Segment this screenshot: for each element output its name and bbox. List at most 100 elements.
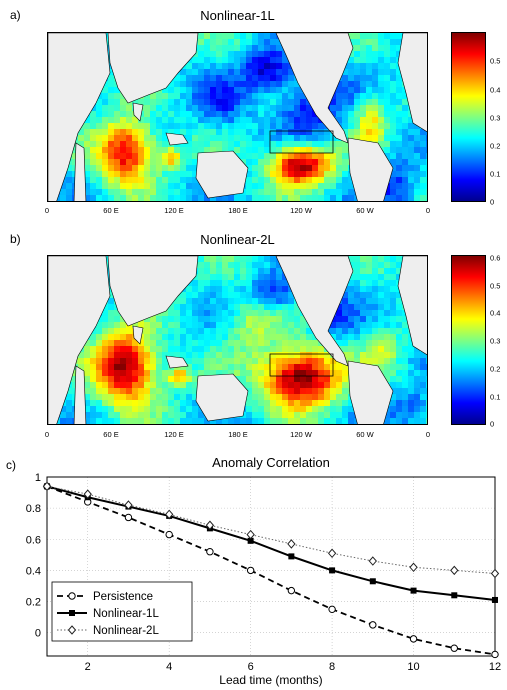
x-tick-label: 12 bbox=[489, 661, 501, 673]
data-point bbox=[247, 537, 254, 544]
data-point bbox=[124, 513, 133, 522]
x-tick-label: 10 bbox=[407, 661, 419, 673]
lon-tick: 120 E bbox=[164, 430, 184, 439]
panel-a-map bbox=[47, 32, 428, 202]
legend-item: Nonlinear-2L bbox=[57, 625, 159, 637]
data-point bbox=[369, 578, 376, 585]
data-point bbox=[83, 489, 92, 499]
plot-frame bbox=[46, 476, 496, 657]
series-nonlinear-2l bbox=[42, 481, 500, 579]
colorbar-tick: 0 bbox=[490, 197, 495, 207]
lon-tick: 120 W bbox=[290, 430, 312, 439]
data-point bbox=[165, 530, 173, 539]
series-line bbox=[46, 485, 496, 601]
lon-tick: 180 E bbox=[228, 206, 248, 215]
data-point bbox=[67, 625, 77, 635]
land-mask bbox=[48, 33, 427, 201]
lon-tick: 0 bbox=[44, 206, 50, 215]
data-point bbox=[42, 481, 52, 492]
lon-tick: 180 E bbox=[228, 430, 248, 439]
colorbar-tick: 0.5 bbox=[490, 56, 501, 66]
colorbar-tick: 0.1 bbox=[490, 169, 501, 179]
x-tick-label: 4 bbox=[166, 661, 172, 673]
colorbar-tick: 0.3 bbox=[490, 336, 501, 346]
nino-region-box bbox=[269, 353, 334, 377]
axis-ticks: 00.20.40.60.812 4 6 8 10 12 bbox=[26, 472, 501, 673]
legend-item: Nonlinear-1L bbox=[57, 608, 159, 620]
y-tick-label: 0.8 bbox=[26, 503, 41, 515]
lon-tick: 0 bbox=[44, 430, 50, 439]
data-point bbox=[450, 644, 458, 652]
data-point bbox=[450, 565, 459, 576]
data-point bbox=[490, 568, 500, 579]
data-point bbox=[288, 553, 295, 560]
data-point bbox=[246, 529, 255, 540]
data-point bbox=[369, 621, 377, 629]
data-point bbox=[329, 567, 336, 574]
legend: Persistence Nonlinear-1L Nonlinear-2L bbox=[51, 581, 193, 642]
lon-tick: 0 bbox=[425, 430, 431, 439]
data-point bbox=[124, 500, 133, 510]
data-point bbox=[368, 556, 377, 566]
series-line bbox=[46, 485, 496, 656]
lon-tick: 60 W bbox=[356, 206, 374, 215]
colorbar-tick: 0.4 bbox=[490, 85, 501, 95]
lon-tick: 120 W bbox=[290, 206, 312, 215]
legend-label: Nonlinear-1L bbox=[93, 608, 159, 620]
x-tick-label: 6 bbox=[248, 661, 254, 673]
data-point bbox=[410, 587, 417, 594]
data-point bbox=[492, 596, 498, 603]
chart-title: Anomaly Correlation bbox=[212, 455, 330, 470]
legend-label: Persistence bbox=[93, 591, 153, 603]
data-point bbox=[327, 548, 337, 559]
x-axis-label: Lead time (months) bbox=[219, 673, 322, 687]
colorbar-tick: 0 bbox=[490, 419, 495, 429]
legend-item: Persistence bbox=[57, 591, 153, 603]
legend-box bbox=[51, 581, 193, 642]
data-point bbox=[165, 509, 174, 520]
x-tick-label: 8 bbox=[329, 661, 335, 673]
data-point bbox=[206, 548, 214, 556]
nino-region-box bbox=[269, 130, 334, 154]
data-point bbox=[69, 610, 75, 616]
data-point bbox=[68, 592, 76, 600]
y-tick-label: 0.4 bbox=[26, 565, 41, 577]
legend-label: Nonlinear-2L bbox=[93, 625, 159, 637]
colorbar-tick: 0.1 bbox=[490, 392, 501, 402]
anomaly-correlation-chart: c) Anomaly Correlation 0 0.2 0.4 0.6 0.8 12 4 6… bbox=[6, 455, 501, 687]
data-point bbox=[246, 566, 255, 575]
data-point bbox=[287, 586, 296, 595]
data-point bbox=[451, 592, 458, 599]
data-point bbox=[409, 635, 418, 643]
lon-tick: 60 E bbox=[103, 206, 119, 215]
panel-a-heatmap bbox=[48, 33, 427, 201]
colorbar-tick: 0.3 bbox=[490, 113, 501, 123]
panel-a-colorbar bbox=[451, 32, 486, 202]
panel-b-map bbox=[47, 255, 428, 425]
y-tick-label: 0 bbox=[35, 628, 41, 640]
series-line bbox=[46, 485, 496, 575]
panel-a-title: Nonlinear-1L bbox=[200, 8, 275, 23]
data-point bbox=[409, 562, 418, 573]
colorbar-tick: 0.2 bbox=[490, 141, 501, 151]
panel-b-title: Nonlinear-2L bbox=[200, 232, 275, 247]
panel-a-letter: a) bbox=[10, 8, 21, 22]
x-tick-label: 2 bbox=[85, 661, 91, 673]
colorbar-tick: 0.4 bbox=[490, 308, 501, 318]
y-tick-label: 0.2 bbox=[26, 597, 41, 609]
colorbar-tick: 0.2 bbox=[490, 364, 501, 374]
series bbox=[42, 481, 500, 659]
panel-c-letter: c) bbox=[6, 458, 16, 472]
data-point bbox=[205, 520, 215, 531]
data-point bbox=[491, 650, 499, 659]
land-mask bbox=[48, 256, 427, 424]
colorbar-tick: 0.6 bbox=[490, 253, 501, 263]
lon-tick: 60 W bbox=[356, 430, 374, 439]
y-tick-label: 0.6 bbox=[26, 534, 41, 546]
panel-b-letter: b) bbox=[10, 232, 21, 246]
colorbar-tick: 0.5 bbox=[490, 281, 501, 291]
lon-tick: 120 E bbox=[164, 206, 184, 215]
lon-tick: 0 bbox=[425, 206, 431, 215]
panel-b-colorbar bbox=[451, 255, 486, 425]
data-point bbox=[287, 539, 296, 549]
